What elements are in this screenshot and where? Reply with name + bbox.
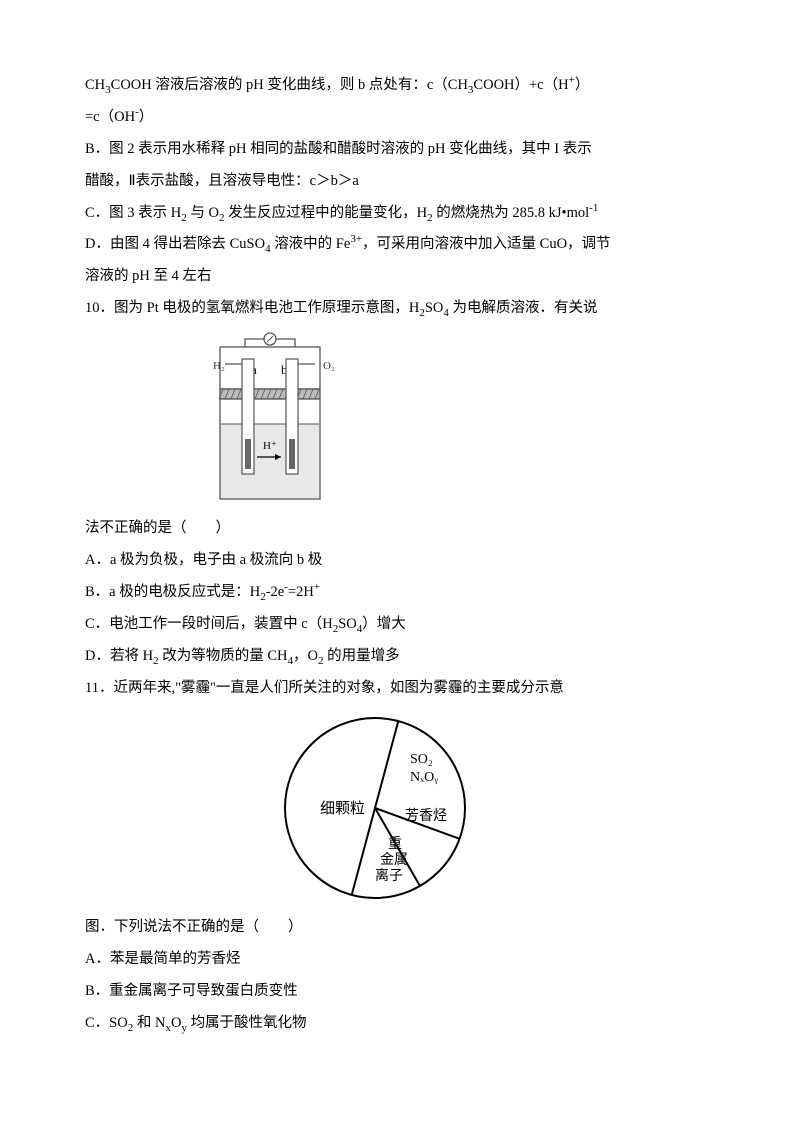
text-line: 法不正确的是（ ） [85, 513, 715, 545]
svg-text:芳香烃: 芳香烃 [405, 807, 447, 824]
text: 发生反应过程中的能量变化，H [225, 205, 428, 221]
text: C．SO [85, 1015, 128, 1031]
text: ，可采用向溶液中加入适量 CuO，调节 [362, 236, 611, 252]
text: C．图 3 表示 H [85, 205, 181, 221]
text-line: 图．下列说法不正确的是（ ） [85, 912, 715, 944]
text: 的燃烧热为 285.8 kJ•mol [433, 205, 590, 221]
text: D．由图 4 得出若除去 CuSO [85, 236, 265, 252]
svg-text:离子: 离子 [375, 867, 403, 884]
svg-text:金属: 金属 [380, 852, 408, 868]
svg-text:H₂: H₂ [213, 360, 225, 372]
svg-text:SO₂: SO₂ [410, 752, 433, 767]
text: ，O [293, 648, 318, 664]
text: B．a 极的电极反应式是：H [85, 584, 260, 600]
haze-pie-chart: 细颗粒 SO₂ NₓOᵧ 芳香烃重金属离子 [275, 708, 715, 908]
text-line: C．电池工作一段时间后，装置中 c（H2SO4）增大 [85, 609, 715, 641]
text-line: D．若将 H2 改为等物质的量 CH4，O2 的用量增多 [85, 641, 715, 673]
text: SO [425, 300, 444, 316]
text-line: A．a 极为负极，电子由 a 极流向 b 极 [85, 545, 715, 577]
text: 为电解质溶液．有关说 [449, 300, 598, 316]
text: CH [85, 77, 105, 93]
text-line: =c（OH-） [85, 102, 715, 134]
svg-text:重: 重 [388, 836, 402, 852]
text: =c（OH [85, 109, 135, 125]
svg-text:O₂: O₂ [323, 360, 335, 372]
text: ） [139, 109, 154, 125]
text: COOH）+c（H [473, 77, 568, 93]
text: 溶液中的 Fe [271, 236, 351, 252]
text: COOH 溶液后溶液的 pH 变化曲线，则 b 点处有：c（CH [111, 77, 468, 93]
text-line: 溶液的 pH 至 4 左右 [85, 261, 715, 293]
sup: -1 [589, 202, 598, 214]
text: ）增大 [362, 616, 406, 632]
text: C．电池工作一段时间后，装置中 c（H [85, 616, 333, 632]
text-line: C．SO2 和 NxOy 均属于酸性氧化物 [85, 1008, 715, 1040]
text: O [171, 1015, 181, 1031]
text: -2e [266, 584, 285, 600]
text: ） [575, 77, 590, 93]
text-line: C．图 3 表示 H2 与 O2 发生反应过程中的能量变化，H2 的燃烧热为 2… [85, 198, 715, 230]
text: 10．图为 Pt 电极的氢氧燃料电池工作原理示意图，H [85, 300, 419, 316]
text-line: 10．图为 Pt 电极的氢氧燃料电池工作原理示意图，H2SO4 为电解质溶液．有… [85, 293, 715, 325]
text-line: 11．近两年来,"雾霾"一直是人们所关注的对象，如图为雾霾的主要成分示意 [85, 673, 715, 705]
text: SO [338, 616, 357, 632]
fuel-cell-diagram: H₂O₂abH⁺ [195, 329, 715, 509]
text: =2H [288, 584, 314, 600]
text: 的用量增多 [323, 648, 399, 664]
text-line: B．重金属离子可导致蛋白质变性 [85, 976, 715, 1008]
text: 和 N [133, 1015, 165, 1031]
text-line: A．苯是最简单的芳香烃 [85, 944, 715, 976]
text: D．若将 H [85, 648, 153, 664]
text-line: CH3COOH 溶液后溶液的 pH 变化曲线，则 b 点处有：c（CH3COOH… [85, 70, 715, 102]
text: 改为等物质的量 CH [159, 648, 288, 664]
svg-text:H⁺: H⁺ [263, 440, 277, 452]
text-line: D．由图 4 得出若除去 CuSO4 溶液中的 Fe3+，可采用向溶液中加入适量… [85, 229, 715, 261]
sup: 3+ [350, 234, 362, 246]
text-line: 醋酸，Ⅱ表示盐酸，且溶液导电性：c＞b＞a [85, 166, 715, 198]
svg-text:细颗粒: 细颗粒 [320, 800, 365, 817]
text-line: B．a 极的电极反应式是：H2-2e-=2H+ [85, 577, 715, 609]
svg-text:NₓOᵧ: NₓOᵧ [410, 770, 438, 785]
text: 均属于酸性氧化物 [187, 1015, 307, 1031]
text-line: B．图 2 表示用水稀释 pH 相同的盐酸和醋酸时溶液的 pH 变化曲线，其中 … [85, 134, 715, 166]
text: 与 O [187, 205, 219, 221]
sup: + [314, 581, 320, 593]
